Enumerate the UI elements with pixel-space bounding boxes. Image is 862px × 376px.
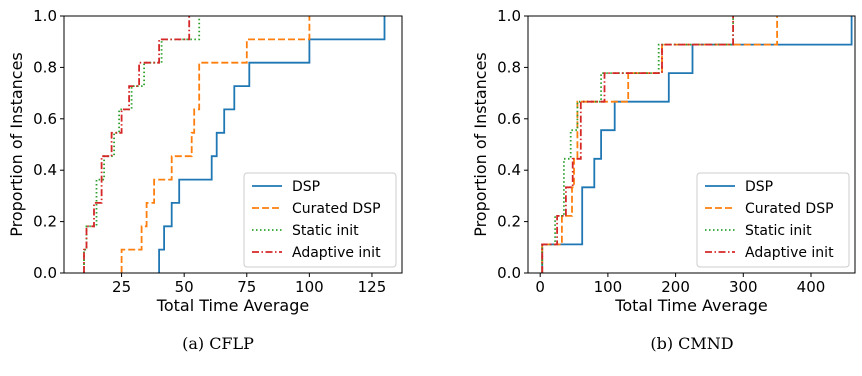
x-tick-label: 125: [358, 278, 387, 296]
x-tick-label: 0: [535, 278, 545, 296]
series-line-dsp: [158, 16, 386, 273]
y-tick-label: 0.4: [33, 161, 57, 179]
legend-label-adaptive-init: Adaptive init: [745, 245, 834, 261]
y-tick-label: 0.6: [33, 110, 57, 128]
y-tick-label: 0.2: [33, 213, 57, 231]
chart-panel-2: 0 100 200 300 400 0.0 0.2 0.4 0.6 0.8 1.0 Total Tim…: [471, 7, 856, 353]
x-tick-label: 400: [797, 278, 826, 296]
plot-frame: [63, 15, 403, 274]
y-tick-label: 0.0: [33, 264, 57, 282]
series-line-adaptive-init: [83, 16, 191, 273]
series-line-dsp: [541, 16, 853, 273]
series-line-static-init: [83, 16, 201, 273]
series-line-curated-dsp: [120, 16, 311, 273]
x-tick-label: 100: [594, 278, 623, 296]
legend-box: [243, 172, 397, 268]
plot-frame: [527, 15, 856, 274]
legend-label-curated-dsp: Curated DSP: [745, 201, 834, 217]
x-tick-label: 25: [112, 278, 131, 296]
y-tick-label: 0.2: [497, 213, 521, 231]
x-tick-label: 75: [237, 278, 256, 296]
x-tick-label: 100: [295, 278, 324, 296]
x-axis-label: Total Time Average: [156, 296, 309, 315]
y-tick-label: 0.4: [497, 161, 521, 179]
y-tick-label: 1.0: [33, 7, 57, 25]
chart-panel-1: 25 50 75 100 125 0.0 0.2 0.4 0.6 0.8 1.0 Total Time…: [7, 7, 403, 353]
panel-caption: (b) CMND: [650, 334, 733, 353]
x-tick-label: 300: [729, 278, 758, 296]
legend-label-static-init: Static init: [745, 223, 812, 239]
series-line-adaptive-init: [541, 16, 734, 273]
legend-label-dsp: DSP: [292, 179, 320, 195]
legend-label-static-init: Static init: [292, 223, 359, 239]
x-axis-label: Total Time Average: [614, 296, 767, 315]
legend-box: [696, 172, 850, 268]
x-tick-label: 50: [175, 278, 194, 296]
y-axis-label: Proportion of Instances: [471, 52, 490, 237]
legend: DSP Curated DSP Static init Adaptive init: [696, 172, 850, 268]
y-tick-label: 0.0: [497, 264, 521, 282]
legend: DSP Curated DSP Static init Adaptive init: [243, 172, 397, 268]
legend-label-adaptive-init: Adaptive init: [292, 245, 381, 261]
panel-caption: (a) CFLP: [182, 334, 254, 353]
y-tick-label: 0.8: [33, 58, 57, 76]
y-axis-label: Proportion of Instances: [7, 52, 26, 237]
y-tick-label: 1.0: [497, 7, 521, 25]
y-tick-label: 0.8: [497, 58, 521, 76]
legend-label-dsp: DSP: [745, 179, 773, 195]
legend-label-curated-dsp: Curated DSP: [292, 201, 381, 217]
x-tick-label: 200: [661, 278, 690, 296]
y-tick-label: 0.6: [497, 110, 521, 128]
